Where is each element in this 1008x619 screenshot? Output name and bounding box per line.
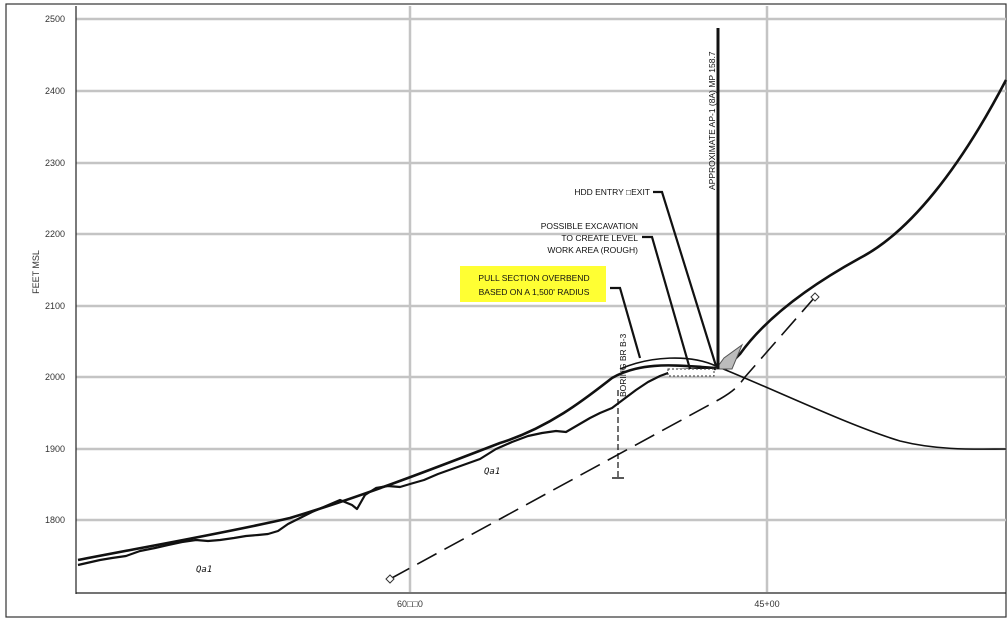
y-tick-2100: 2100 bbox=[45, 301, 65, 311]
excavation-label-line-2: TO CREATE LEVEL bbox=[561, 233, 638, 243]
upper-ground-profile bbox=[77, 79, 1008, 562]
grid bbox=[76, 6, 1006, 592]
pull-section-leader bbox=[610, 286, 642, 359]
pull-section-line-1: PULL SECTION OVERBEND bbox=[478, 273, 589, 283]
bore-end-marker-left bbox=[385, 574, 395, 584]
pull-section-highlight bbox=[460, 266, 606, 302]
y-tick-labels: 2500 2400 2300 2200 2100 2000 1900 1800 bbox=[45, 14, 65, 525]
pull-section-label: PULL SECTION OVERBEND BASED ON A 1,500' … bbox=[478, 273, 589, 297]
pull-section-line-2: BASED ON A 1,500' RADIUS bbox=[479, 287, 590, 297]
geology-label-lower: Qa1 bbox=[196, 565, 212, 575]
x-tick-60: 60□□0 bbox=[397, 599, 423, 609]
excavation-area bbox=[667, 368, 715, 377]
ap-marker-label: APPROXIMATE AP-1 (8A) MP 158.7 bbox=[707, 51, 717, 190]
y-tick-2500: 2500 bbox=[45, 14, 65, 24]
figure-border bbox=[5, 3, 1007, 618]
entry-wedge bbox=[715, 343, 744, 370]
y-tick-2000: 2000 bbox=[45, 372, 65, 382]
boring-label: BORING BR B-3 bbox=[618, 333, 628, 397]
hdd-entry-leader bbox=[653, 190, 718, 367]
y-tick-2200: 2200 bbox=[45, 229, 65, 239]
excavation-label-line-1: POSSIBLE EXCAVATION bbox=[541, 221, 638, 231]
excavation-label: POSSIBLE EXCAVATION TO CREATE LEVEL WORK… bbox=[541, 221, 639, 255]
hdd-bore-path bbox=[389, 296, 816, 580]
y-tick-2300: 2300 bbox=[45, 158, 65, 168]
x-tick-45: 45+00 bbox=[754, 599, 779, 609]
excavation-label-line-3: WORK AREA (ROUGH) bbox=[547, 245, 638, 255]
bore-end-marker-right bbox=[810, 292, 820, 302]
excavation-leader bbox=[642, 235, 692, 370]
geology-label-upper: Qa1 bbox=[484, 467, 500, 477]
y-tick-2400: 2400 bbox=[45, 86, 65, 96]
y-tick-1800: 1800 bbox=[45, 515, 65, 525]
y-tick-1900: 1900 bbox=[45, 444, 65, 454]
y-axis-title: FEET MSL bbox=[31, 250, 41, 294]
design-profile-curve bbox=[619, 357, 1007, 450]
hdd-entry-label: HDD ENTRY □EXIT bbox=[574, 187, 650, 197]
